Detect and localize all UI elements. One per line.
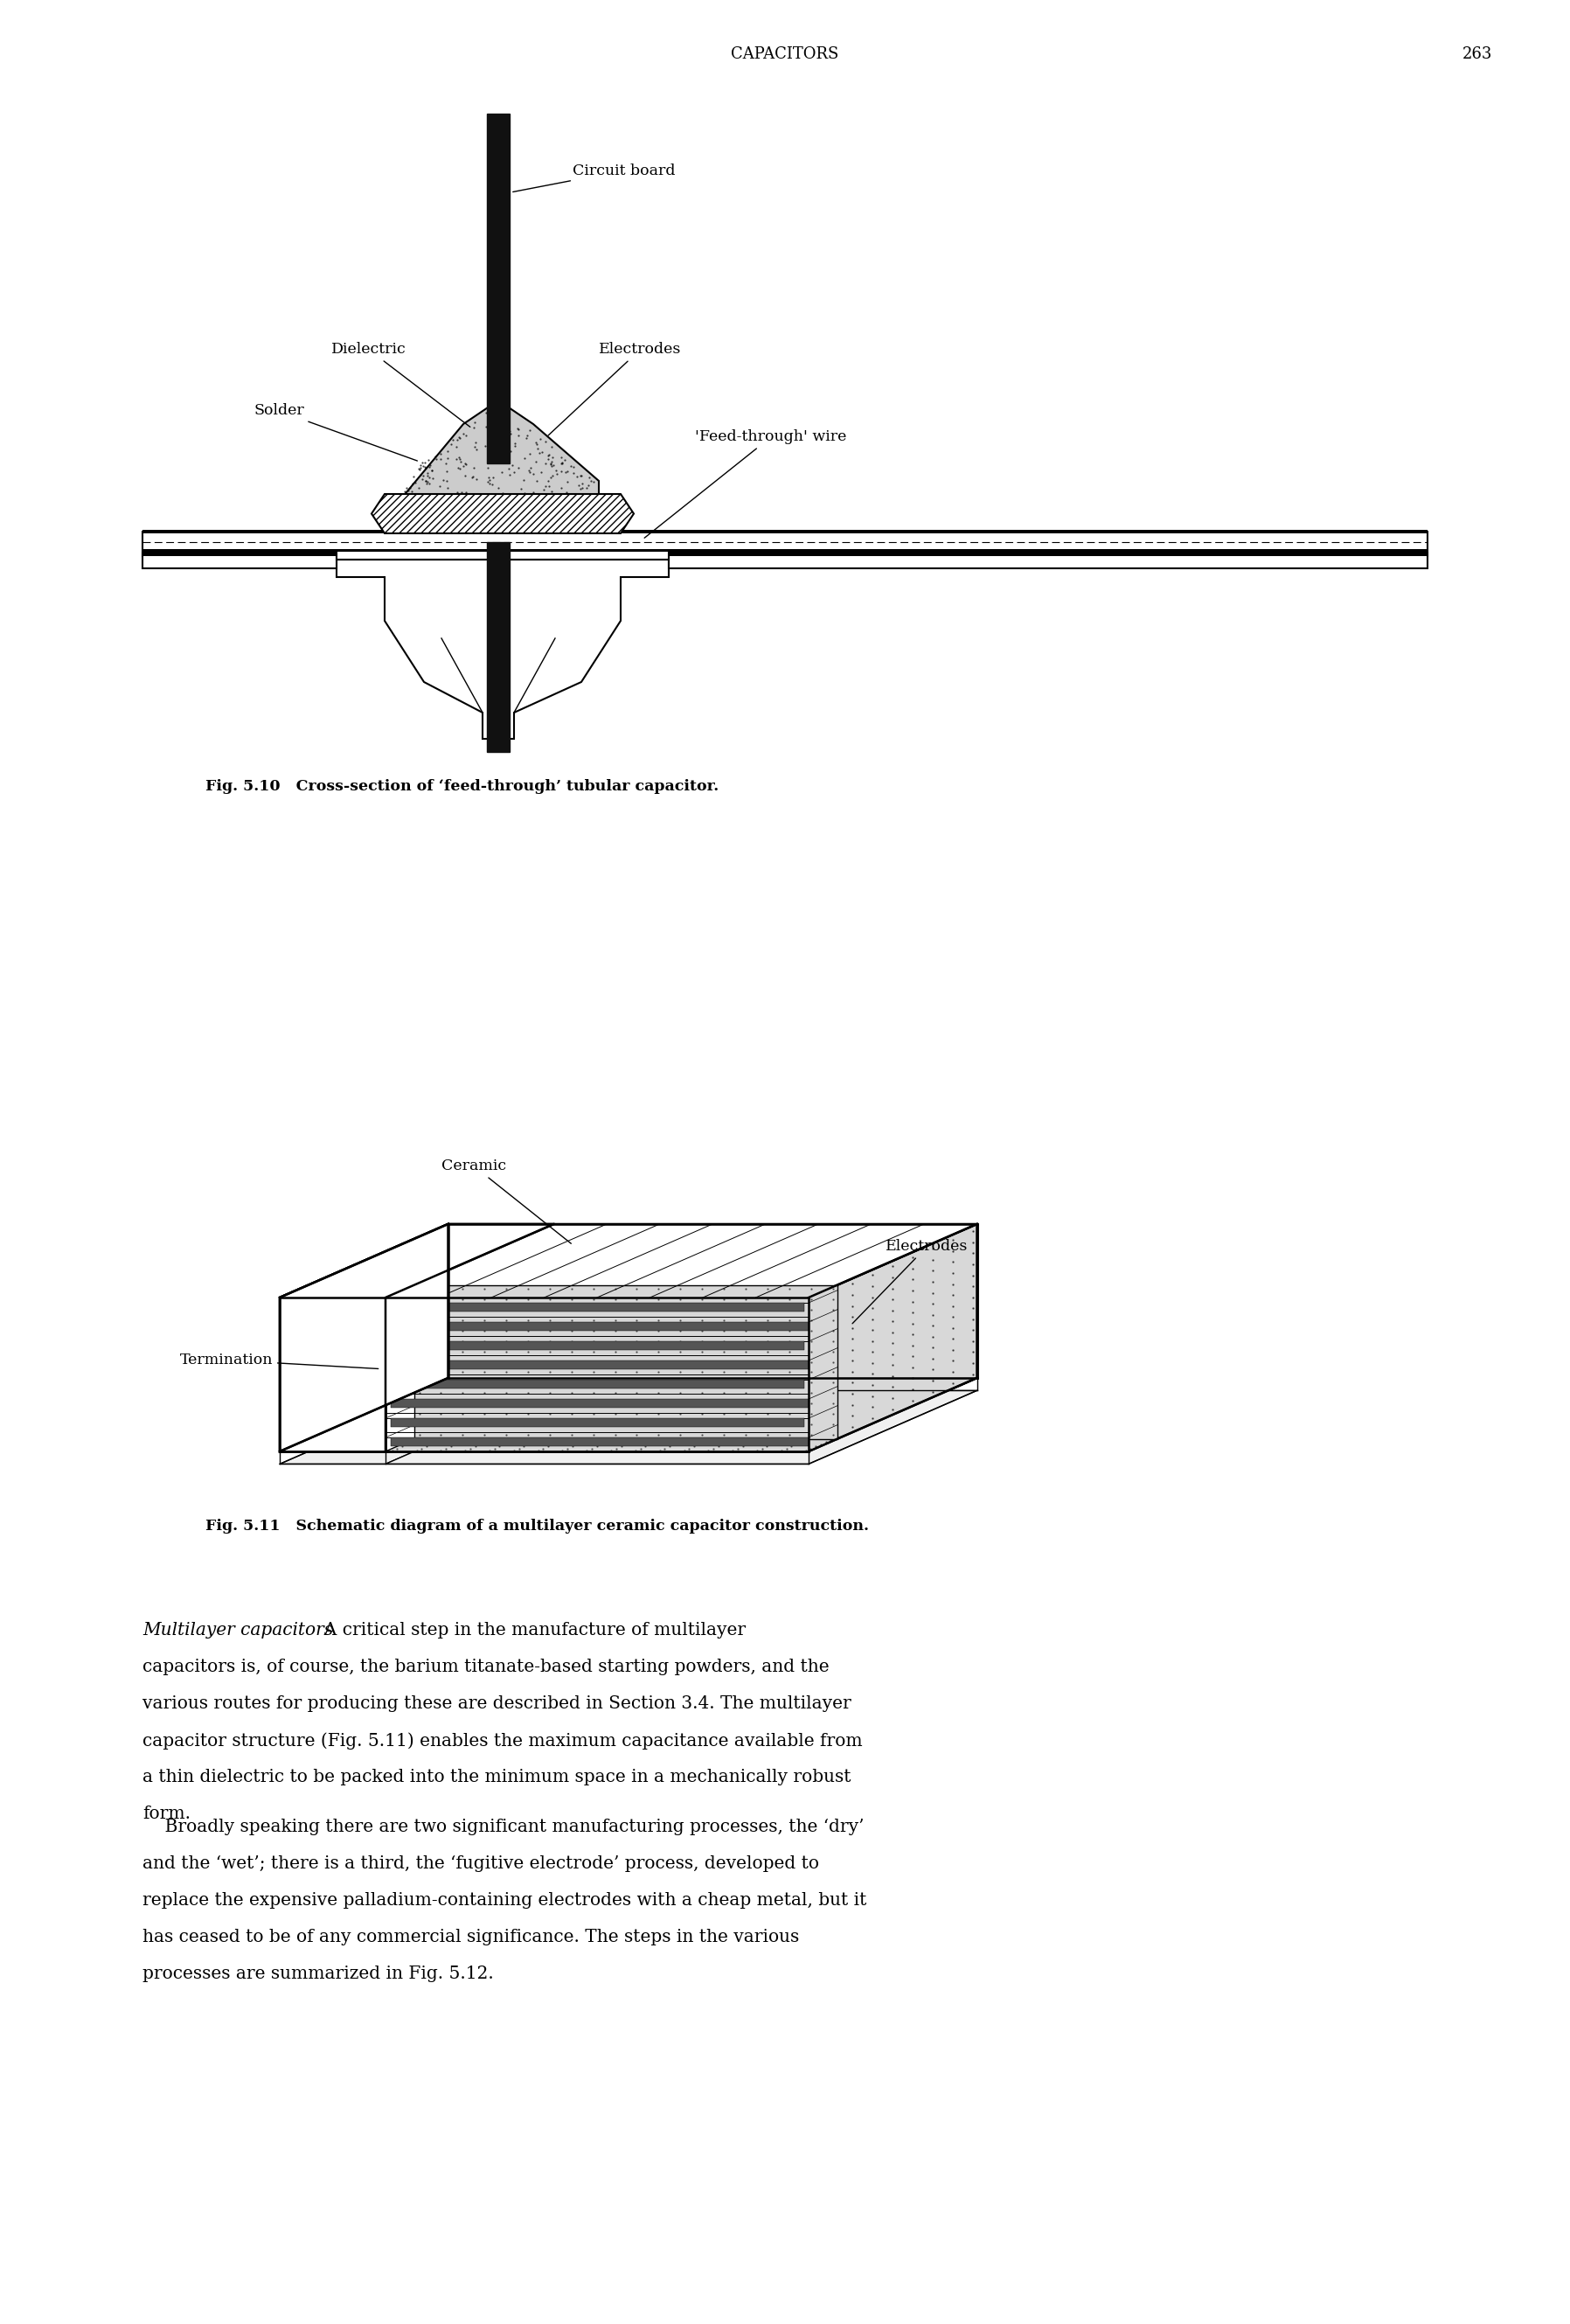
Text: Broadly speaking there are two significant manufacturing processes, the ‘dry’: Broadly speaking there are two significa…	[143, 1820, 864, 1836]
Bar	[143, 532, 1427, 555]
Polygon shape	[279, 1225, 447, 1452]
Text: Fig. 5.10   Cross-section of ‘feed-through’ tubular capacitor.: Fig. 5.10 Cross-section of ‘feed-through…	[206, 779, 719, 795]
Bar	[669, 553, 1427, 569]
Polygon shape	[809, 1225, 977, 1452]
Polygon shape	[397, 400, 598, 504]
Bar	[143, 553, 336, 569]
Polygon shape	[391, 1418, 804, 1427]
Polygon shape	[279, 1297, 386, 1452]
Polygon shape	[336, 560, 669, 739]
Bar	[336, 551, 669, 560]
Bar	[487, 114, 510, 462]
Text: has ceased to be of any commercial significance. The steps in the various: has ceased to be of any commercial signi…	[143, 1929, 799, 1945]
Text: and the ‘wet’; there is a third, the ‘fugitive electrode’ process, developed to: and the ‘wet’; there is a third, the ‘fu…	[143, 1855, 820, 1873]
Polygon shape	[391, 1380, 804, 1387]
Polygon shape	[386, 1390, 977, 1464]
Polygon shape	[279, 1225, 447, 1452]
Text: various routes for producing these are described in Section 3.4. The multilayer: various routes for producing these are d…	[143, 1694, 851, 1713]
Polygon shape	[279, 1225, 977, 1297]
Bar	[143, 548, 1427, 555]
Text: Electrodes: Electrodes	[548, 342, 681, 435]
Text: replace the expensive palladium-containing electrodes with a cheap metal, but it: replace the expensive palladium-containi…	[143, 1892, 867, 1908]
Text: Dielectric: Dielectric	[331, 342, 469, 428]
Polygon shape	[372, 495, 634, 532]
Text: Electrodes: Electrodes	[853, 1239, 969, 1325]
Text: Ceramic: Ceramic	[441, 1160, 571, 1243]
Polygon shape	[386, 1439, 837, 1452]
Text: 'Feed-through' wire: 'Feed-through' wire	[644, 430, 846, 537]
Polygon shape	[391, 1399, 809, 1408]
Text: Multilayer capacitors: Multilayer capacitors	[143, 1622, 333, 1638]
Text: Fig. 5.11   Schematic diagram of a multilayer ceramic capacitor construction.: Fig. 5.11 Schematic diagram of a multila…	[206, 1518, 868, 1534]
Text: capacitors is, of course, the barium titanate-based starting powders, and the: capacitors is, of course, the barium tit…	[143, 1659, 829, 1676]
Text: processes are summarized in Fig. 5.12.: processes are summarized in Fig. 5.12.	[143, 1966, 493, 1982]
Text: Solder: Solder	[253, 404, 418, 460]
Text: capacitor structure (Fig. 5.11) enables the maximum capacitance available from: capacitor structure (Fig. 5.11) enables …	[143, 1731, 862, 1750]
Text: Circuit board: Circuit board	[513, 163, 675, 193]
Polygon shape	[386, 1297, 809, 1452]
Text: form.: form.	[143, 1806, 190, 1822]
Text: 263: 263	[1462, 46, 1493, 63]
Polygon shape	[279, 1390, 554, 1464]
Bar	[143, 530, 1427, 532]
Polygon shape	[391, 1360, 809, 1369]
Text: CAPACITORS: CAPACITORS	[732, 46, 838, 63]
Text: A critical step in the manufacture of multilayer: A critical step in the manufacture of mu…	[312, 1622, 746, 1638]
Polygon shape	[279, 1225, 554, 1297]
Text: Termination: Termination	[179, 1353, 378, 1369]
Polygon shape	[391, 1439, 809, 1446]
Text: a thin dielectric to be packed into the minimum space in a mechanically robust: a thin dielectric to be packed into the …	[143, 1769, 851, 1785]
Polygon shape	[447, 1225, 977, 1378]
Polygon shape	[391, 1322, 809, 1332]
Polygon shape	[279, 1378, 977, 1452]
Polygon shape	[414, 1285, 837, 1439]
Polygon shape	[391, 1304, 804, 1311]
Bar	[487, 541, 510, 753]
Polygon shape	[391, 1341, 804, 1350]
